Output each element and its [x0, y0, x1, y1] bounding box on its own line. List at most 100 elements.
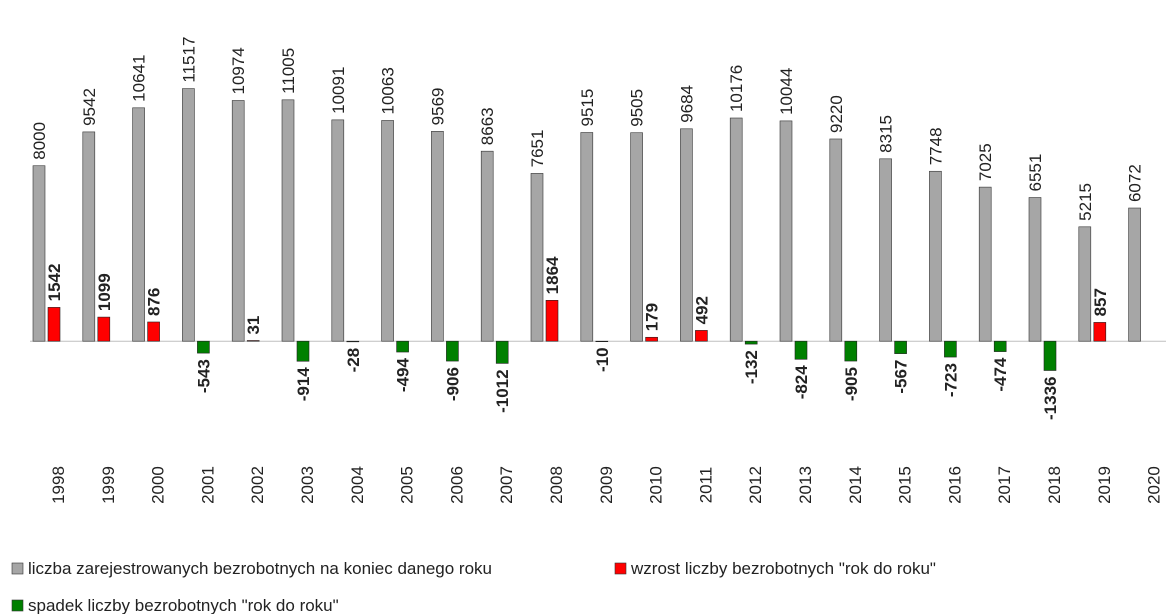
x-tick-label: 2019: [1095, 466, 1114, 504]
x-tick-label: 2011: [696, 467, 715, 504]
bar: [545, 300, 559, 342]
value-label: -914: [294, 367, 313, 402]
value-label: 7651: [528, 130, 547, 168]
bar: [47, 307, 61, 342]
value-label: 11005: [279, 48, 298, 94]
value-label: -474: [991, 357, 1010, 392]
bar: [580, 132, 594, 342]
value-label: -567: [892, 360, 911, 394]
value-label: 31: [244, 316, 263, 335]
bar: [530, 173, 544, 342]
value-label: -1336: [1041, 377, 1060, 420]
bar: [281, 99, 295, 342]
value-label: -1012: [493, 369, 512, 412]
bar: [794, 340, 808, 360]
x-tick-label: 2006: [447, 466, 466, 504]
value-label: 10176: [727, 65, 746, 112]
bar: [431, 131, 444, 342]
x-tick-label: 2000: [149, 466, 168, 504]
value-label: 9515: [578, 89, 597, 127]
legend-label: spadek liczby bezrobotnych "rok do roku": [28, 596, 339, 614]
bar: [182, 88, 195, 342]
value-label: 9684: [677, 85, 696, 123]
value-label: 7025: [976, 143, 995, 181]
bar: [944, 340, 957, 358]
bar: [82, 131, 96, 342]
x-tick-label: 2001: [198, 466, 217, 504]
bar: [595, 340, 609, 343]
value-label: 492: [692, 296, 711, 324]
bar: [197, 340, 210, 354]
value-label: 8000: [30, 122, 49, 160]
value-label: 857: [1091, 288, 1110, 316]
legend-swatch: [11, 599, 24, 612]
bar: [1128, 207, 1141, 342]
x-tick-label: 2013: [796, 466, 815, 504]
bar: [744, 340, 758, 345]
value-label: 9505: [628, 89, 647, 127]
value-label: 6551: [1026, 154, 1045, 192]
bar: [993, 340, 1007, 352]
bar: [879, 158, 892, 342]
bar: [480, 150, 494, 342]
value-label: -132: [742, 350, 761, 384]
value-label: -543: [194, 359, 213, 393]
value-label: 10974: [229, 47, 248, 94]
bar: [495, 340, 509, 364]
bar: [1093, 322, 1107, 342]
x-tick-label: 2007: [497, 466, 516, 504]
x-tick-label: 2014: [846, 466, 865, 504]
bar: [396, 340, 409, 353]
bar: [446, 340, 459, 362]
bar: [346, 340, 360, 343]
value-label: 8315: [877, 115, 896, 153]
bar: [331, 119, 345, 342]
bar: [829, 138, 843, 342]
x-tick-label: 2018: [1045, 466, 1064, 504]
x-tick-label: 2017: [995, 466, 1014, 504]
value-label: 179: [643, 303, 662, 331]
value-label: -906: [443, 367, 462, 401]
bar: [1043, 340, 1057, 371]
legend-swatch: [11, 562, 24, 575]
value-label: 9569: [428, 87, 447, 125]
value-label: -905: [842, 367, 861, 401]
value-label: 7748: [926, 127, 945, 165]
value-label: 10091: [329, 67, 348, 114]
bar: [132, 107, 145, 342]
bar: [97, 316, 111, 342]
x-tick-label: 2012: [746, 466, 765, 504]
x-tick-label: 2009: [597, 466, 616, 504]
value-label: 8663: [478, 107, 497, 145]
legend-swatch: [614, 562, 627, 575]
bar: [695, 330, 708, 342]
legend-label: liczba zarejestrowanych bezrobotnych na …: [28, 559, 492, 578]
bar: [1028, 197, 1042, 342]
value-label: 5215: [1076, 183, 1095, 221]
x-tick-label: 2005: [398, 466, 417, 504]
bar: [1078, 226, 1092, 342]
value-label: 10641: [130, 55, 149, 102]
x-tick-label: 2015: [896, 466, 915, 504]
x-tick-label: 2020: [1145, 466, 1164, 504]
legend-label: wzrost liczby bezrobotnych "rok do roku": [630, 559, 936, 578]
x-tick-label: 1999: [99, 466, 118, 504]
value-label: -723: [941, 363, 960, 397]
bar: [729, 117, 743, 342]
value-label: -28: [344, 348, 363, 373]
value-label: 11517: [179, 37, 198, 83]
value-label: 10044: [777, 68, 796, 115]
value-label: 10063: [379, 67, 398, 114]
value-label: 9542: [80, 88, 99, 126]
x-tick-label: 1998: [49, 466, 68, 504]
bar: [680, 128, 693, 342]
x-tick-label: 2004: [348, 466, 367, 504]
value-label: 876: [145, 288, 164, 316]
bar: [630, 132, 643, 342]
bar: [929, 170, 942, 342]
x-tick-label: 2003: [298, 466, 317, 504]
value-label: 9220: [827, 95, 846, 133]
x-tick-label: 2016: [945, 466, 964, 504]
bar: [844, 340, 858, 362]
